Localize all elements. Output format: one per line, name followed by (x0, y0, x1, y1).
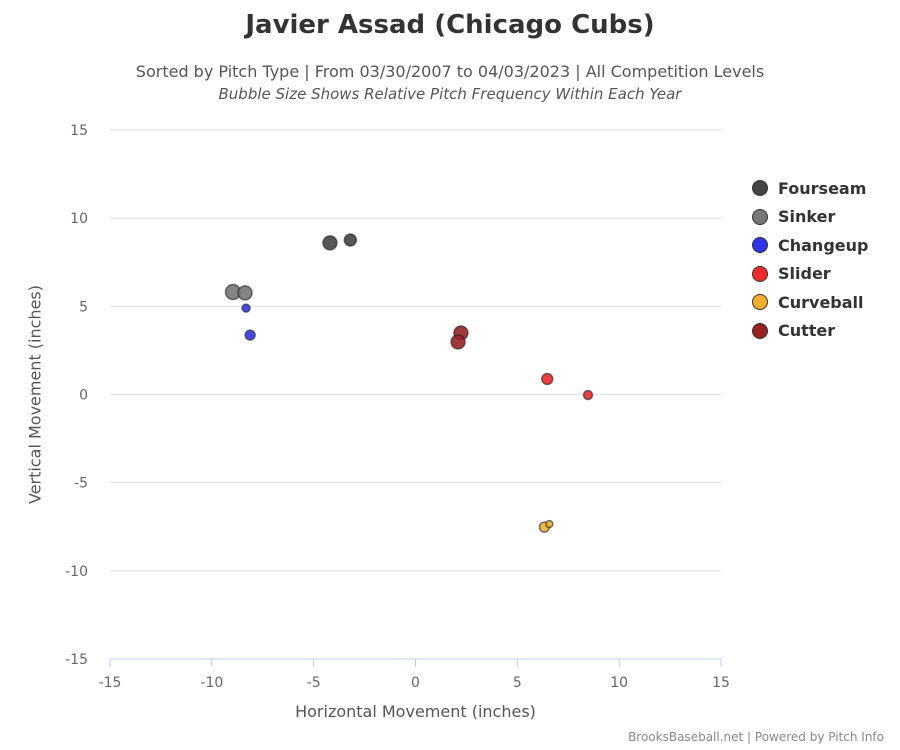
legend-marker (752, 265, 768, 282)
chart-subtitle-note: Bubble Size Shows Relative Pitch Frequen… (218, 85, 682, 103)
bubble-curveball (545, 519, 554, 529)
y-tick-label: -10 (65, 564, 88, 580)
legend-label: Slider (778, 264, 831, 284)
bubble-sinker (237, 285, 253, 301)
y-tick-label: 10 (70, 211, 88, 227)
legend-item-curveball[interactable]: Curveball (752, 288, 868, 317)
legend-item-changeup[interactable]: Changeup (752, 231, 868, 260)
x-tick-label: 5 (513, 675, 522, 691)
legend-item-cutter[interactable]: Cutter (752, 317, 868, 346)
legend-marker (752, 208, 768, 225)
legend-marker (752, 294, 768, 311)
legend: Fourseam Sinker Changeup Slider Curveball Cut… (752, 174, 868, 345)
x-tick-label: -5 (307, 675, 321, 691)
x-axis-label: Horizontal Movement (inches) (295, 702, 536, 721)
legend-marker (752, 180, 768, 197)
bubble-fourseam (343, 233, 358, 247)
legend-marker (752, 322, 768, 339)
y-tick-label: 0 (79, 388, 88, 404)
bubble-changeup (244, 329, 256, 341)
bubble-slider (541, 372, 554, 386)
legend-item-fourseam[interactable]: Fourseam (752, 174, 868, 203)
x-tick-label: 0 (411, 675, 420, 691)
legend-label: Curveball (778, 292, 864, 312)
x-tick-label: -10 (200, 675, 223, 691)
bubble-cutter (450, 334, 466, 350)
legend-label: Sinker (778, 207, 836, 227)
x-tick-label: -15 (99, 675, 122, 691)
legend-label: Cutter (778, 321, 836, 341)
bubble-fourseam (322, 235, 338, 251)
y-tick-label: 15 (70, 123, 88, 139)
y-tick-label: -15 (65, 652, 88, 668)
x-tick-label: 15 (712, 675, 730, 691)
legend-item-sinker[interactable]: Sinker (752, 203, 868, 232)
chart-title: Javier Assad (Chicago Cubs) (245, 10, 655, 40)
legend-label: Fourseam (778, 178, 867, 198)
y-axis-label: Vertical Movement (inches) (25, 285, 45, 504)
legend-item-slider[interactable]: Slider (752, 260, 868, 289)
legend-marker (752, 237, 768, 254)
x-tick-label: 10 (610, 675, 628, 691)
bubble-changeup (241, 303, 251, 313)
y-tick-label: 5 (79, 299, 88, 315)
bubble-slider (582, 389, 594, 401)
chart-subtitle: Sorted by Pitch Type | From 03/30/2007 t… (135, 62, 765, 81)
credits[interactable]: BrooksBaseball.net | Powered by Pitch In… (628, 730, 884, 744)
y-tick-label: -5 (74, 476, 88, 492)
legend-label: Changeup (778, 235, 869, 255)
